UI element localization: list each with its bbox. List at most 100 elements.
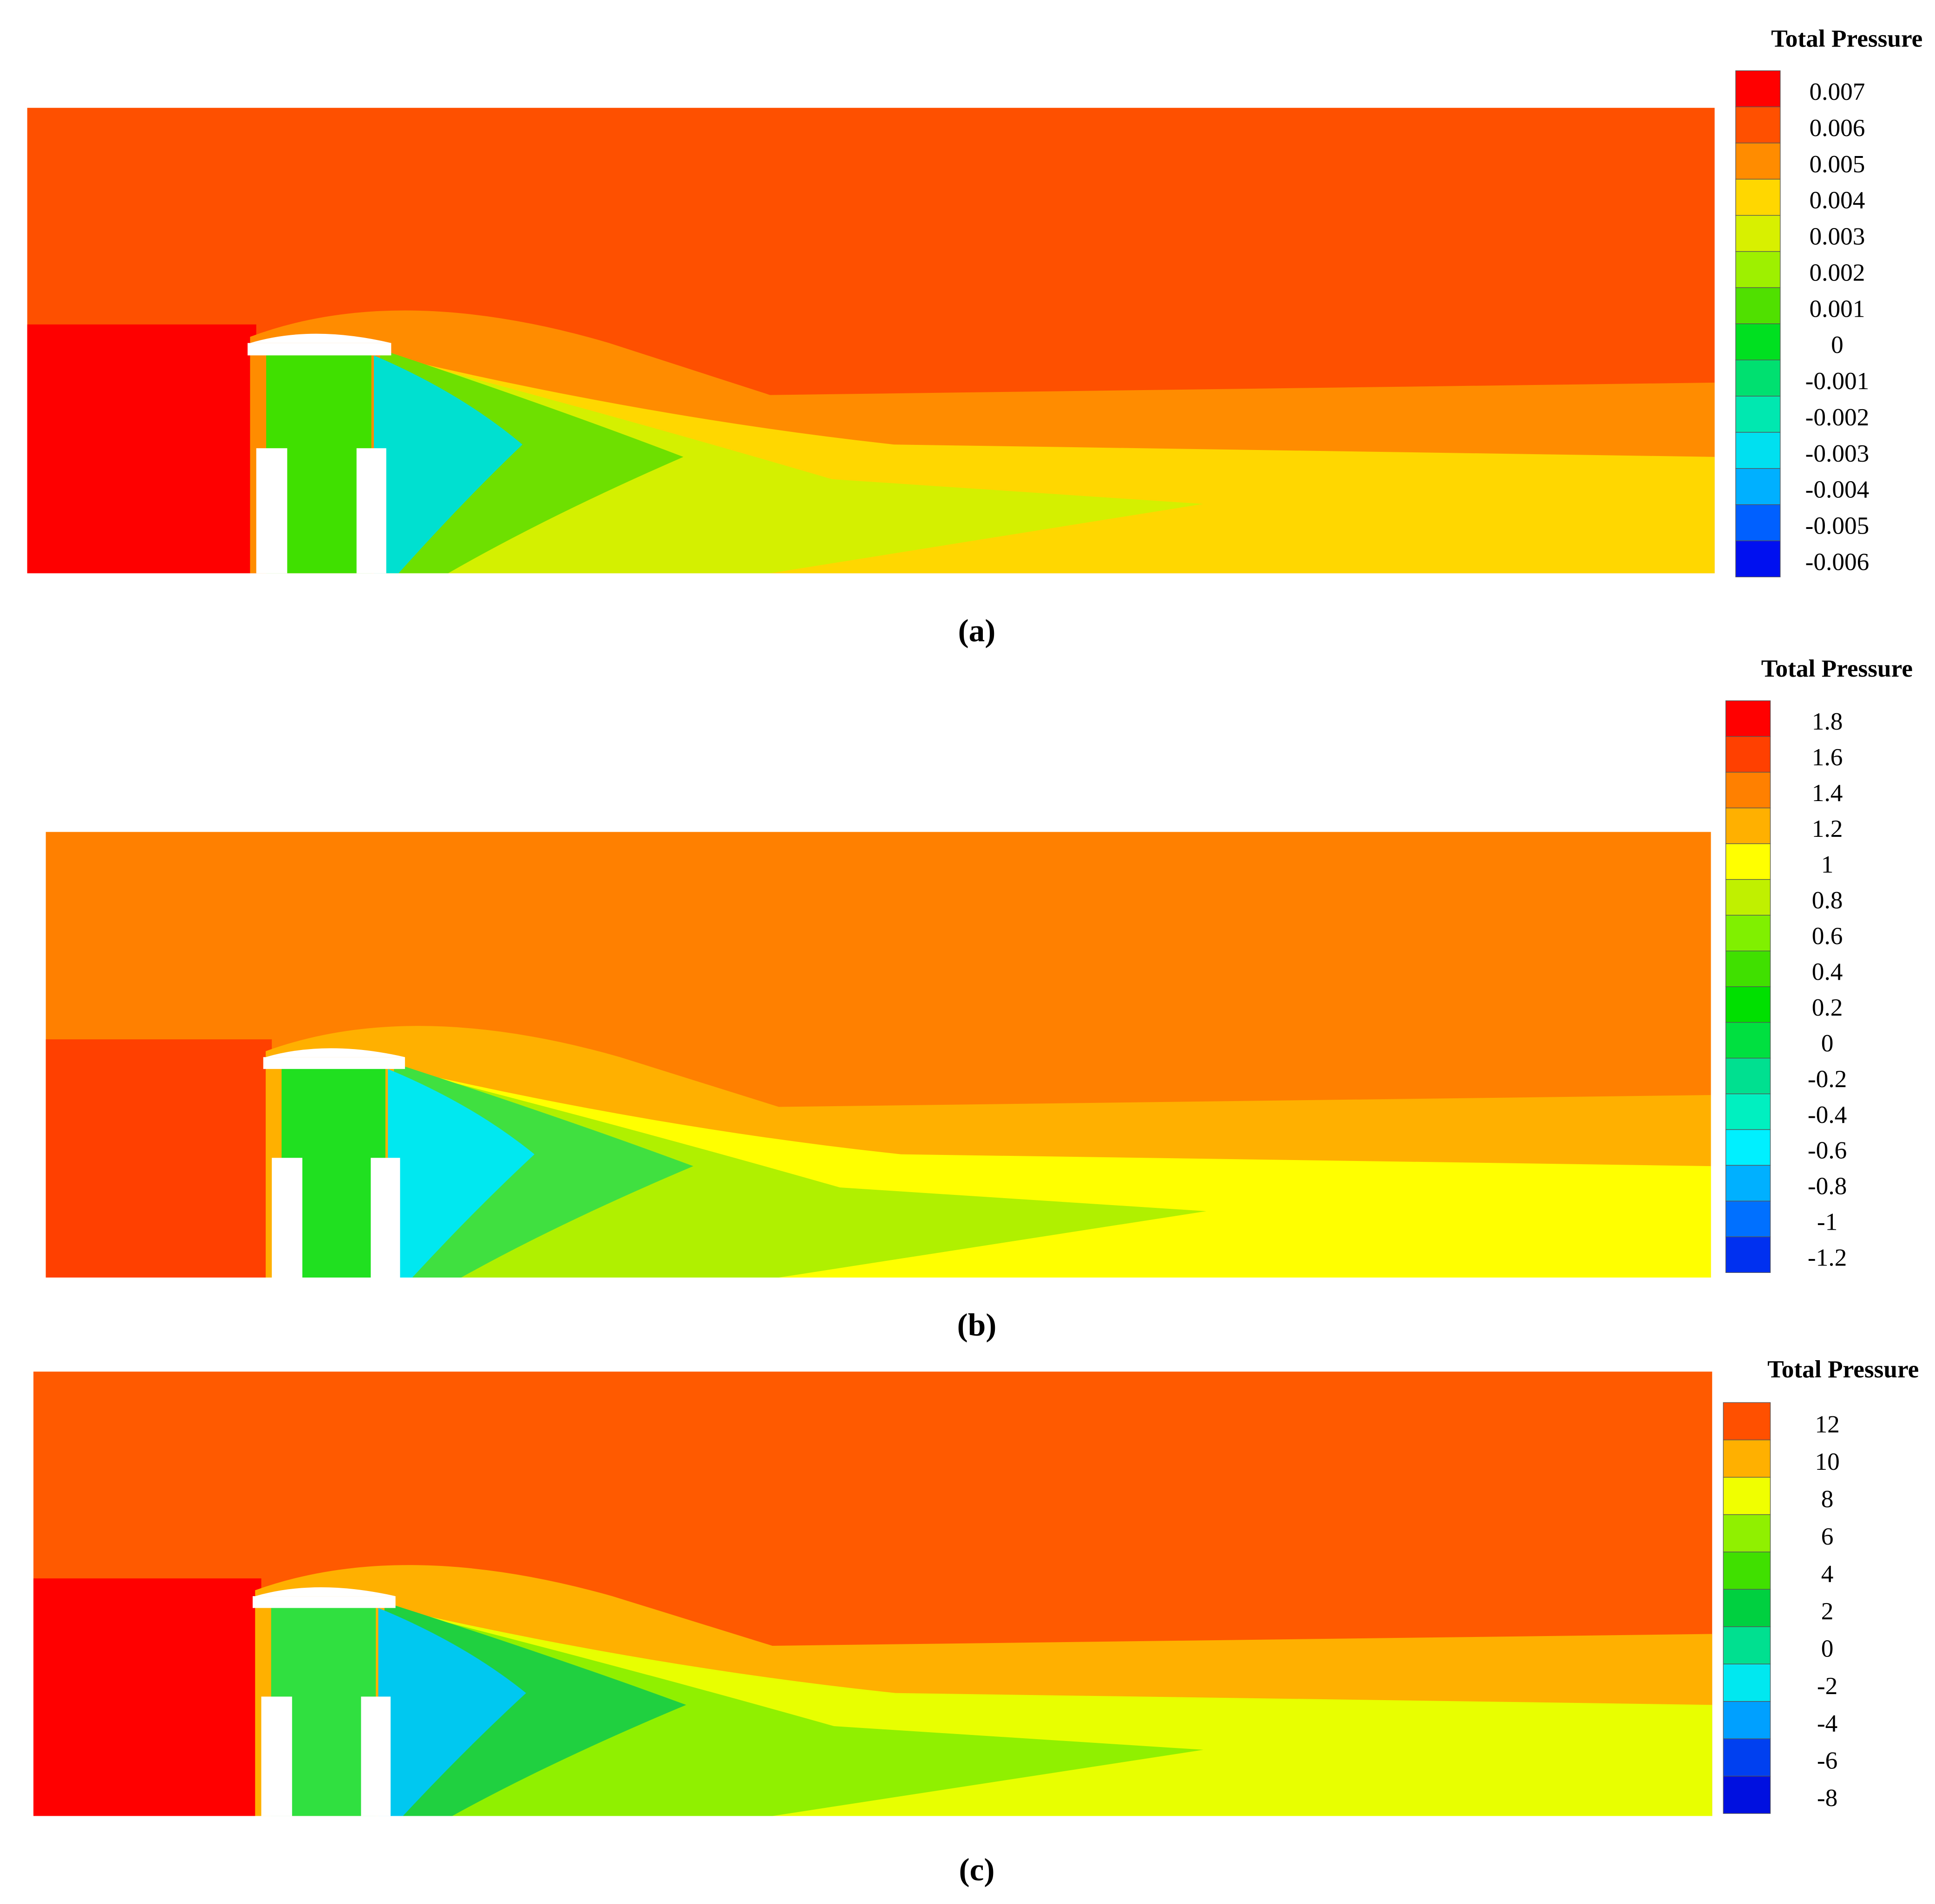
colorbar-label: 0.4: [1812, 958, 1843, 985]
colorbar-band: [1735, 215, 1781, 252]
colorbar-band: [1735, 396, 1781, 433]
colorbar-label: 8: [1821, 1486, 1834, 1513]
colorbar-band: [1735, 323, 1781, 360]
colorbar-band: [1735, 504, 1781, 541]
legend-title: Total Pressure: [1771, 25, 1922, 52]
colorbar-label: 2: [1821, 1598, 1834, 1625]
colorbar-band: [1723, 1514, 1771, 1552]
colorbar-band: [1723, 1439, 1771, 1478]
colorbar-label: -0.2: [1808, 1065, 1847, 1093]
colorbar-label: 0.6: [1812, 922, 1843, 950]
colorbar-label: -0.004: [1805, 476, 1870, 503]
colorbar-band: [1735, 432, 1781, 469]
contour-plot: [27, 108, 1715, 574]
colorbar-band: [1735, 106, 1781, 143]
contour-region: [378, 1608, 526, 1816]
contour-region: [386, 355, 1203, 574]
colorbar-band: [1725, 1236, 1771, 1273]
colorbar-label: -2: [1817, 1672, 1837, 1700]
contour-plot: [46, 832, 1711, 1278]
colorbar-label: -0.8: [1808, 1173, 1847, 1200]
colorbar-band: [1723, 1552, 1771, 1590]
colorbar-label: -1.2: [1808, 1244, 1847, 1272]
colorbar-band: [1735, 251, 1781, 288]
colorbar-label: 0.007: [1809, 78, 1865, 105]
colorbar-band: [1725, 1165, 1771, 1202]
colorbar-label: -0.006: [1805, 548, 1870, 575]
colorbar-label: -0.003: [1805, 440, 1870, 467]
contour-region: [250, 333, 392, 343]
colorbar-band: [1725, 951, 1771, 987]
colorbar-label: 1: [1821, 851, 1834, 878]
colorbar-label: 12: [1815, 1411, 1839, 1438]
panel-label: (b): [957, 1307, 997, 1343]
colorbar-label: 0.8: [1812, 887, 1843, 914]
colorbar-label: 1.6: [1812, 743, 1843, 771]
contour-region: [388, 1069, 535, 1278]
colorbar-band: [1735, 179, 1781, 216]
colorbar-label: 1.4: [1812, 779, 1843, 807]
colorbar-label: 4: [1821, 1560, 1834, 1588]
colorbar-band: [1725, 772, 1771, 809]
colorbar-label: -0.4: [1808, 1101, 1847, 1128]
colorbar-band: [1723, 1626, 1771, 1664]
contour-region: [255, 1587, 396, 1597]
colorbar-band: [1725, 879, 1771, 916]
contour-region: [263, 1057, 405, 1069]
contour-region: [27, 324, 256, 574]
colorbar-band: [1725, 986, 1771, 1023]
colorbar-label: 1.2: [1812, 815, 1843, 842]
colorbar-label: 0.2: [1812, 994, 1843, 1021]
colorbar-band: [1735, 70, 1781, 107]
colorbar-band: [1725, 1022, 1771, 1059]
colorbar-band: [1725, 1093, 1771, 1130]
contour-region: [256, 448, 288, 574]
colorbar-label: 0: [1821, 1030, 1834, 1057]
contour-region: [371, 1158, 400, 1278]
contour-region: [272, 1158, 302, 1278]
colorbar-label: -0.001: [1805, 367, 1870, 395]
colorbar-band: [1723, 1738, 1771, 1777]
colorbar-band: [1725, 700, 1771, 737]
colorbar-band: [1725, 1129, 1771, 1166]
contour-region: [266, 1048, 405, 1057]
colorbar-band: [1723, 1477, 1771, 1515]
colorbar-band: [1725, 1057, 1771, 1095]
colorbar-band: [1725, 808, 1771, 844]
colorbar-label: -0.002: [1805, 404, 1870, 431]
contour-region: [248, 343, 392, 356]
colorbar-band: [1725, 1200, 1771, 1238]
colorbar-band: [1725, 843, 1771, 880]
colorbar-label: 0.006: [1809, 114, 1865, 142]
legend-title: Total Pressure: [1761, 655, 1913, 682]
panel-label: (a): [958, 613, 996, 648]
colorbar-label: -6: [1817, 1747, 1837, 1774]
colorbar-label: 0.001: [1809, 295, 1865, 322]
contour-region: [252, 1596, 396, 1608]
colorbar-label: -0.6: [1808, 1137, 1847, 1164]
contour-plot: [33, 1371, 1713, 1816]
contour-region: [356, 448, 386, 574]
colorbar-label: -4: [1817, 1709, 1837, 1737]
colorbar-label: 0: [1831, 331, 1843, 359]
colorbar-label: 6: [1821, 1523, 1834, 1550]
colorbar-label: -0.005: [1805, 512, 1870, 540]
legend-title: Total Pressure: [1767, 1356, 1919, 1383]
colorbar-label: -8: [1817, 1784, 1837, 1812]
colorbar-band: [1725, 736, 1771, 773]
contour-region: [390, 1608, 1204, 1816]
colorbar-band: [1735, 287, 1781, 324]
colorbar-band: [1723, 1701, 1771, 1739]
colorbar-band: [1735, 540, 1781, 578]
colorbar-label: 10: [1815, 1448, 1839, 1475]
colorbar-label: 0: [1821, 1635, 1834, 1662]
colorbar-label: 0.005: [1809, 150, 1865, 178]
contour-region: [373, 355, 523, 574]
colorbar-band: [1725, 915, 1771, 952]
colorbar-band: [1723, 1402, 1771, 1441]
colorbar-band: [1723, 1589, 1771, 1627]
contour-region: [361, 1696, 391, 1816]
contour-region: [400, 1069, 1207, 1278]
colorbar-band: [1723, 1775, 1771, 1814]
